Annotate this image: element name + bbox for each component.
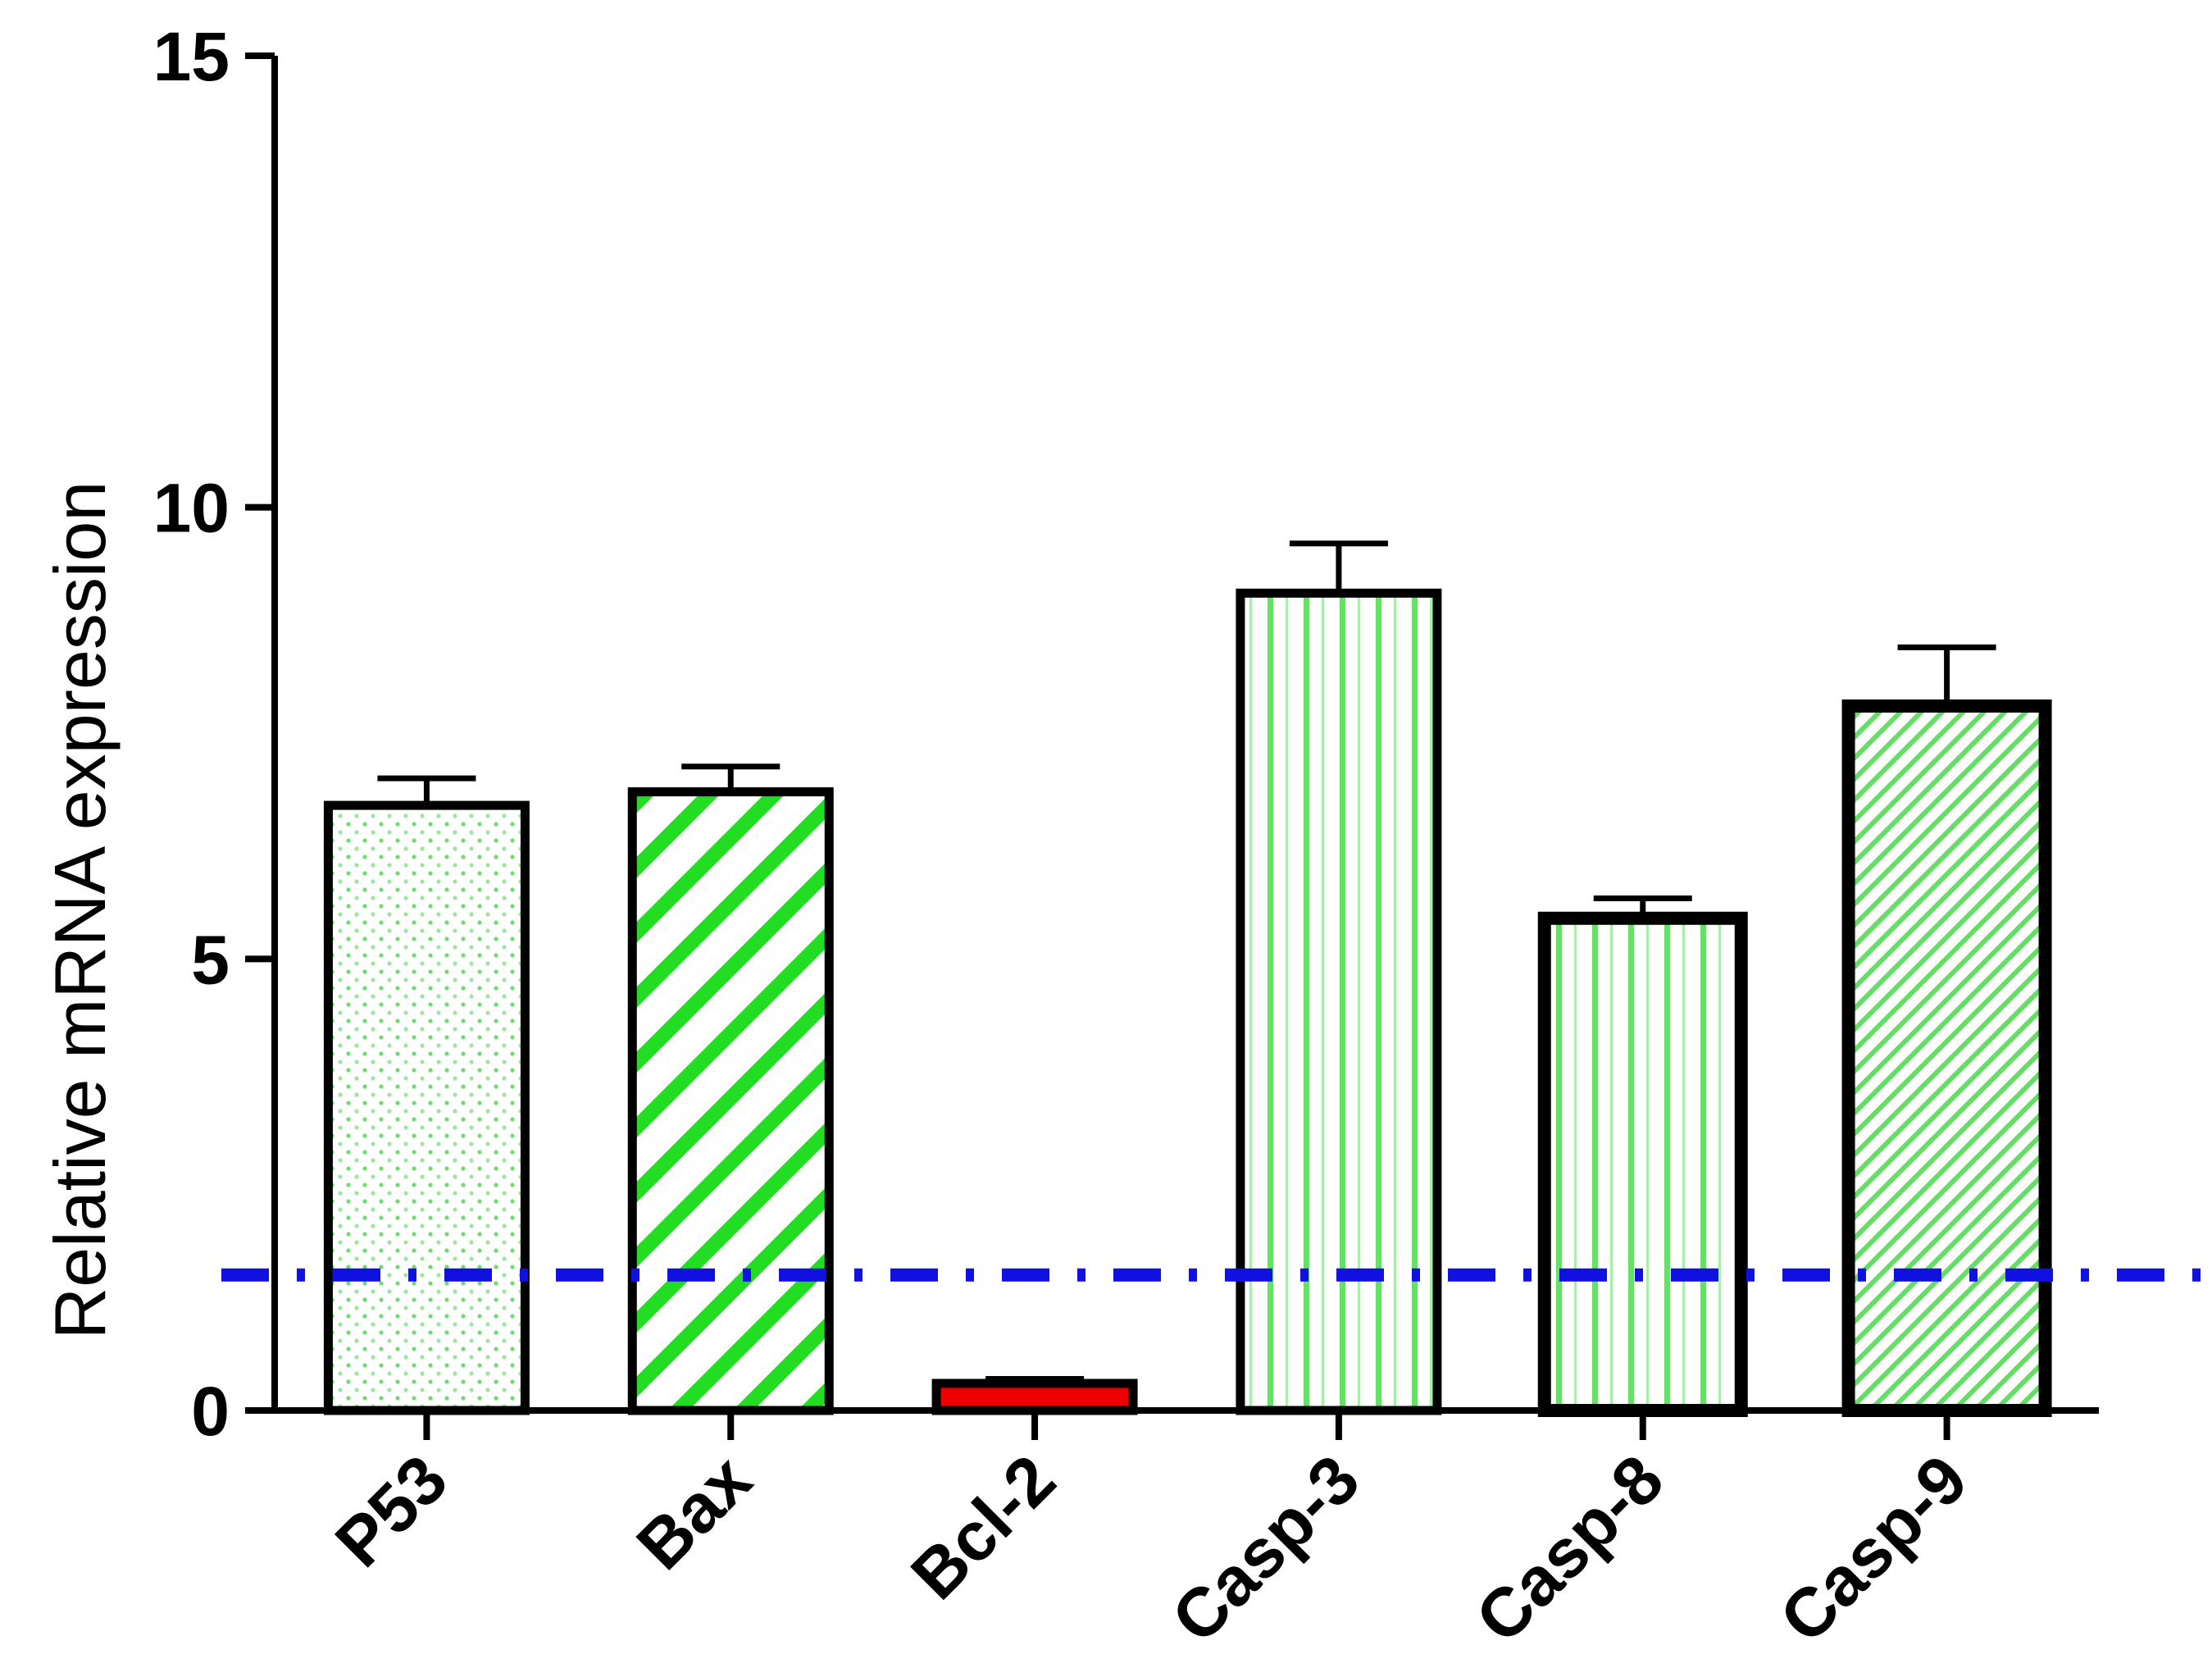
bar-casp-8 xyxy=(1537,911,1748,1417)
x-ticks: P53 Bax Bcl-2 Casp-3 Casp-8 Casp-9 xyxy=(321,1410,1982,1657)
y-tick-label: 10 xyxy=(153,470,230,547)
axes xyxy=(271,56,2099,1414)
bar-bcl-2 xyxy=(931,1379,1138,1415)
bar-casp-3 xyxy=(1236,588,1442,1415)
x-tick-label-casp-9: Casp-9 xyxy=(1765,1440,1982,1657)
x-tick-label-bcl-2: Bcl-2 xyxy=(896,1440,1070,1614)
y-ticks: 0 5 10 15 xyxy=(153,18,275,1450)
x-tick-label-p53: P53 xyxy=(321,1440,462,1581)
bars xyxy=(323,588,2052,1417)
y-axis-label: Relative mRNA expression xyxy=(39,481,121,1340)
x-tick-label-casp-8: Casp-8 xyxy=(1461,1440,1678,1657)
y-tick-label: 5 xyxy=(191,921,230,998)
x-tick-label-casp-3: Casp-3 xyxy=(1157,1440,1374,1657)
y-tick-label: 0 xyxy=(191,1373,230,1450)
y-tick-label: 15 xyxy=(153,18,230,95)
bar-p53 xyxy=(323,800,530,1415)
error-bars xyxy=(377,540,1996,1383)
bar-bax xyxy=(627,787,834,1415)
bar-casp-9 xyxy=(1841,699,2052,1417)
x-tick-label-bax: Bax xyxy=(622,1440,767,1584)
